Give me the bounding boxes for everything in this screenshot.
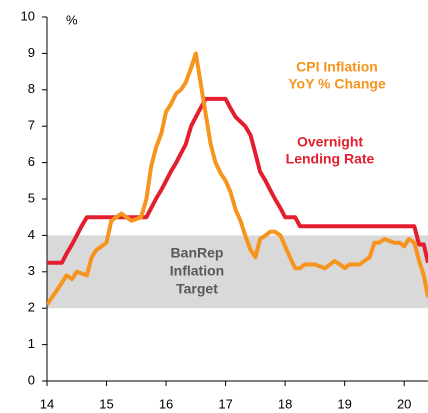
target-band bbox=[47, 235, 428, 309]
x-tick-label: 15 bbox=[99, 396, 113, 411]
x-tick-label: 18 bbox=[278, 396, 292, 411]
y-tick-label: 1 bbox=[28, 336, 35, 351]
y-tick-label: 5 bbox=[28, 190, 35, 205]
y-tick-label: 2 bbox=[28, 300, 35, 315]
x-tick-label: 20 bbox=[397, 396, 411, 411]
y-tick-label: 0 bbox=[28, 372, 35, 387]
band-label: Inflation bbox=[170, 263, 224, 279]
y-axis-label: % bbox=[66, 12, 78, 27]
y-tick-label: 4 bbox=[28, 227, 35, 242]
x-tick-label: 17 bbox=[218, 396, 232, 411]
series-label: YoY % Change bbox=[288, 76, 386, 92]
y-tick-label: 3 bbox=[28, 263, 35, 278]
series-label: CPI Inflation bbox=[296, 59, 378, 75]
band-label: BanRep bbox=[171, 245, 224, 261]
series-label: Overnight bbox=[297, 134, 363, 150]
y-tick-label: 7 bbox=[28, 118, 35, 133]
y-tick-label: 6 bbox=[28, 154, 35, 169]
series-label: Lending Rate bbox=[286, 151, 375, 167]
y-tick-label: 8 bbox=[28, 81, 35, 96]
y-tick-label: 9 bbox=[28, 45, 35, 60]
x-tick-label: 19 bbox=[337, 396, 351, 411]
band-label: Target bbox=[176, 281, 218, 297]
x-tick-label: 16 bbox=[159, 396, 173, 411]
y-tick-label: 10 bbox=[21, 8, 35, 23]
series-line bbox=[47, 51, 428, 306]
x-tick-label: 14 bbox=[40, 396, 54, 411]
